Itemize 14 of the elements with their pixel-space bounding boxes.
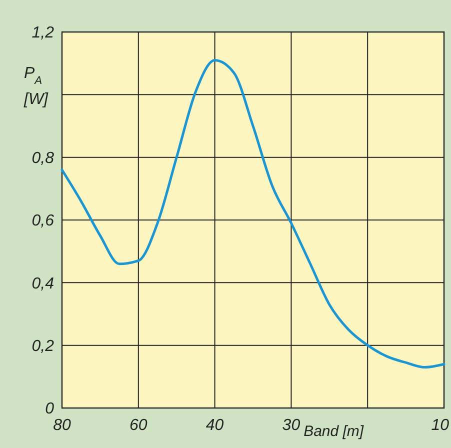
line-series: [60, 58, 446, 369]
x-tick-label: 30: [282, 417, 300, 434]
x-tick-label: 10: [431, 417, 450, 434]
y-tick-label: 0,4: [32, 275, 54, 292]
x-axis-title: Band [m]: [304, 423, 364, 440]
x-tick-label: 40: [206, 417, 224, 434]
x-tick-label: 60: [130, 417, 148, 434]
y-tick-label: 0,8: [32, 150, 54, 167]
x-tick-label: 80: [53, 417, 71, 434]
y-tick-label: 0: [45, 400, 54, 418]
y-tick-label: 1,2: [32, 24, 54, 42]
y-tick-label: 0,2: [32, 338, 54, 355]
y-axis-title: P$_{A}$ [W]: [23, 65, 49, 108]
y-tick-label: 0,6: [32, 212, 54, 230]
